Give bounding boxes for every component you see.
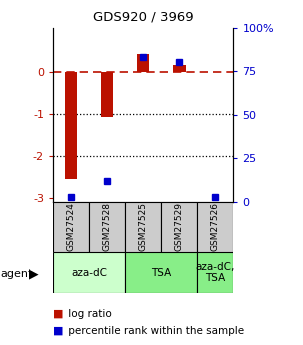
Text: GSM27528: GSM27528: [103, 202, 112, 252]
Bar: [65, 72, 77, 179]
Bar: [101, 72, 113, 117]
Title: GDS920 / 3969: GDS920 / 3969: [93, 11, 194, 24]
Bar: [125, 202, 161, 252]
Bar: [161, 202, 197, 252]
Bar: [125, 252, 197, 293]
Text: TSA: TSA: [151, 268, 171, 277]
Bar: [197, 252, 233, 293]
Bar: [137, 54, 149, 72]
Text: ▶: ▶: [29, 268, 38, 281]
Bar: [53, 252, 125, 293]
Text: aza-dC: aza-dC: [71, 268, 107, 277]
Text: agent: agent: [0, 269, 32, 279]
Bar: [197, 202, 233, 252]
Text: GSM27524: GSM27524: [67, 203, 75, 251]
Bar: [53, 202, 89, 252]
Text: ■: ■: [53, 309, 64, 319]
Text: GSM27529: GSM27529: [175, 202, 184, 252]
Text: ■: ■: [53, 326, 64, 335]
Text: percentile rank within the sample: percentile rank within the sample: [65, 326, 244, 335]
Text: aza-dC,
TSA: aza-dC, TSA: [196, 262, 235, 283]
Bar: [89, 202, 125, 252]
Text: GSM27526: GSM27526: [211, 202, 220, 252]
Text: GSM27525: GSM27525: [139, 202, 148, 252]
Text: log ratio: log ratio: [65, 309, 112, 319]
Bar: [173, 66, 185, 72]
